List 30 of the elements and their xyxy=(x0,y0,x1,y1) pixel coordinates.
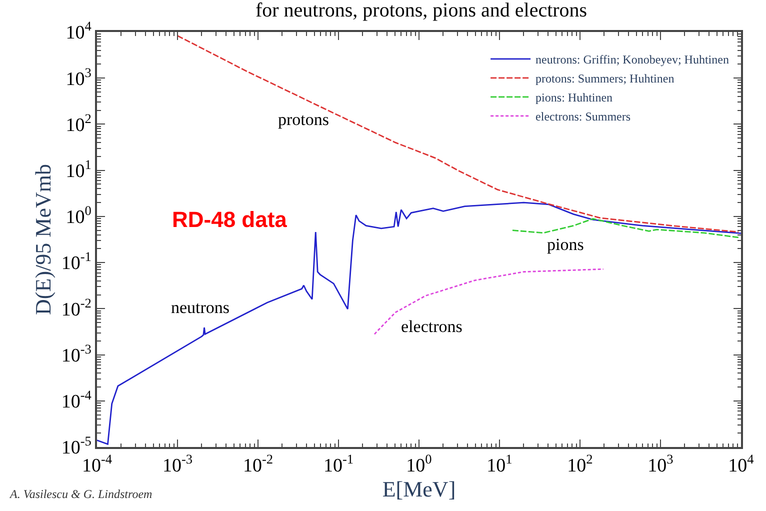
text: A. Vasilescu & G. Lindstroem xyxy=(9,487,153,501)
y-tick-label: 10$^{-3}$ xyxy=(61,341,92,366)
y-tick-label: 10$^{0}$ xyxy=(66,203,92,228)
annotation: neutrons xyxy=(171,298,230,317)
x-tick-label: 10$^{2}$ xyxy=(567,452,593,477)
legend-label: protons: Summers; Huhtinen xyxy=(536,72,674,86)
annotation: protons xyxy=(278,110,329,129)
x-tick-label: 10$^{3}$ xyxy=(648,452,674,477)
y-tick-label: 10$^{1}$ xyxy=(66,157,92,182)
chart-title: for neutrons, protons, pions and electrons xyxy=(255,0,588,22)
y-tick-label: 10$^{4}$ xyxy=(66,18,92,44)
y-tick-label: 10$^{2}$ xyxy=(66,110,92,136)
legend-label: electrons: Summers xyxy=(536,110,631,124)
x-tick-label: 10$^{-1}$ xyxy=(323,452,354,477)
y-tick-label: 10$^{3}$ xyxy=(66,64,92,90)
y-tick-label: 10$^{-4}$ xyxy=(61,388,92,413)
annotation: pions xyxy=(547,235,584,254)
legend-label: neutrons: Griffin; Konobeyev; Huhtinen xyxy=(536,52,729,67)
annotation: RD-48 data xyxy=(172,207,288,232)
x-tick-label: 10$^{-3}$ xyxy=(162,452,193,477)
y-tick-label: 10$^{-2}$ xyxy=(61,295,92,320)
y-tick-label: 10$^{-1}$ xyxy=(61,249,92,274)
x-tick-label: 10$^{1}$ xyxy=(486,452,512,477)
annotation: electrons xyxy=(401,317,462,336)
y-axis-title: D(E)/95 MeVmb xyxy=(30,164,56,315)
x-tick-label: 10$^{-2}$ xyxy=(242,452,274,477)
x-axis-title: E[MeV] xyxy=(382,476,456,502)
legend-label: pions: Huhtinen xyxy=(536,90,613,105)
x-tick-label: 10$^{4}$ xyxy=(728,452,754,477)
x-tick-label: 10$^{0}$ xyxy=(406,452,432,477)
